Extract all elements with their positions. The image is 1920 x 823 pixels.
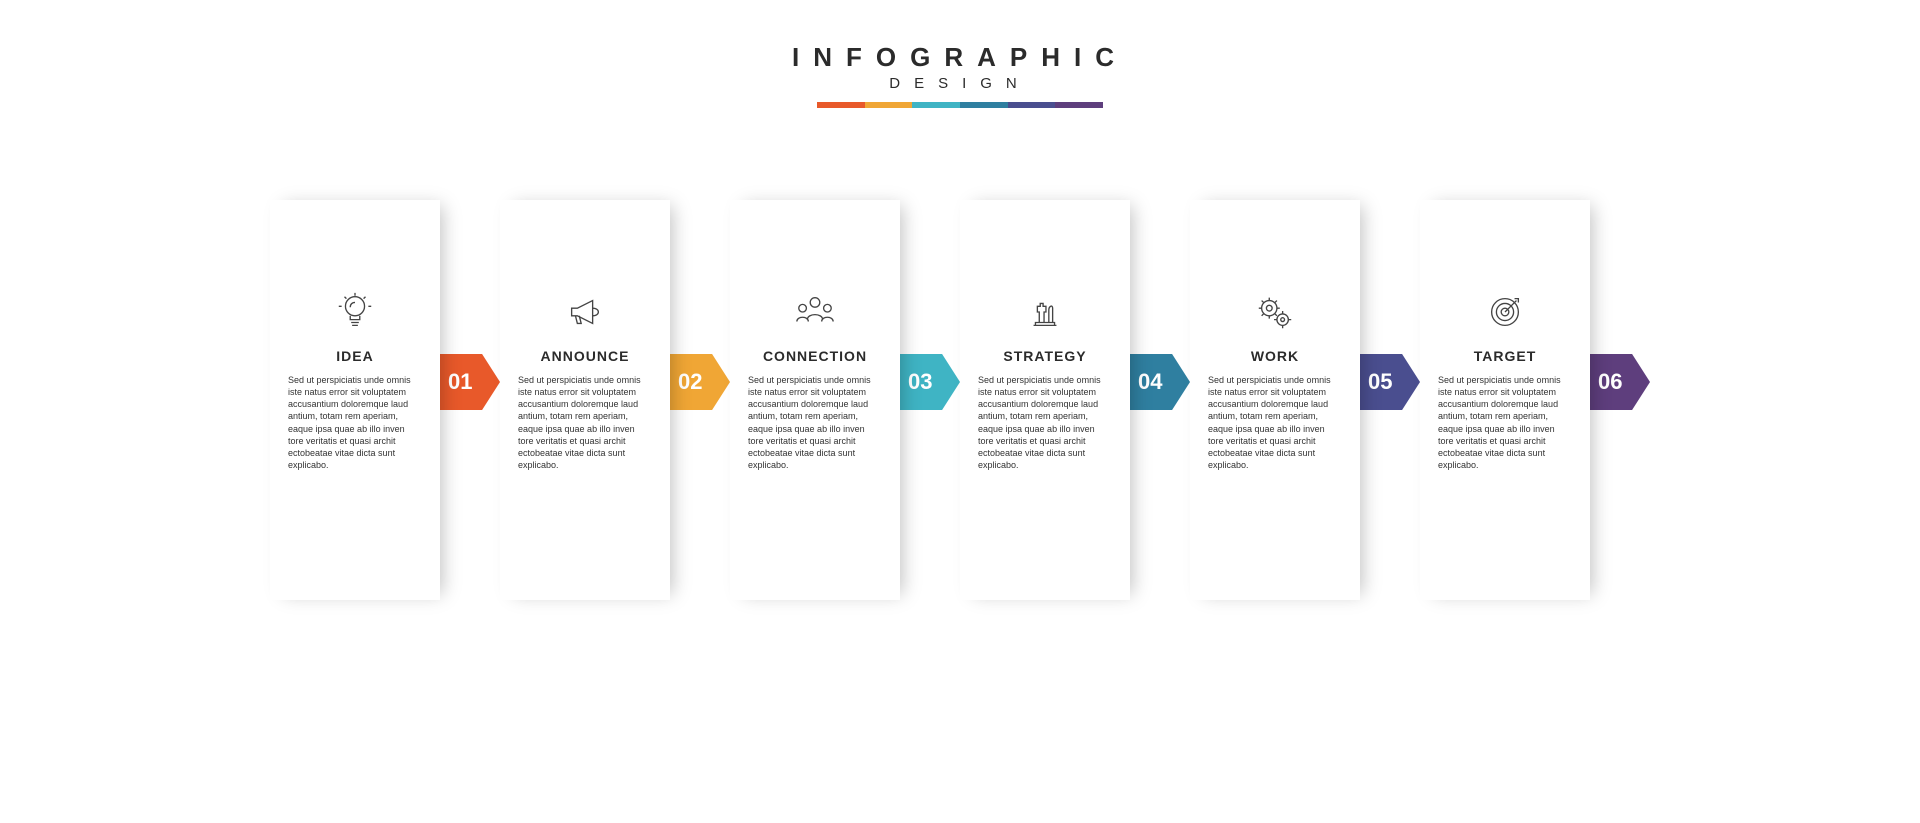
- arrow-shape: 01: [436, 354, 500, 410]
- arrow-slot: 02: [670, 200, 730, 600]
- step-card: STRATEGY Sed ut perspiciatis unde omnis i…: [960, 200, 1130, 600]
- step-title: CONNECTION: [748, 348, 882, 364]
- step-card: CONNECTION Sed ut perspiciatis unde omnis…: [730, 200, 900, 600]
- step-title: STRATEGY: [978, 348, 1112, 364]
- step-arrow: 02: [666, 354, 730, 410]
- step-title: WORK: [1208, 348, 1342, 364]
- chess-icon: [1023, 290, 1067, 334]
- arrow-shape: 03: [896, 354, 960, 410]
- arrow-shape: 06: [1586, 354, 1650, 410]
- lightbulb-icon: [333, 290, 377, 334]
- arrow-shape: 04: [1126, 354, 1190, 410]
- step-number: 02: [678, 369, 702, 395]
- title-sub: DESIGN: [792, 75, 1128, 92]
- step-title: IDEA: [288, 348, 422, 364]
- arrow-slot: 05: [1360, 200, 1420, 600]
- color-bar-seg: [1055, 102, 1103, 108]
- step-body: Sed ut perspiciatis unde omnis iste natu…: [1208, 374, 1342, 471]
- step-body: Sed ut perspiciatis unde omnis iste natu…: [518, 374, 652, 471]
- step-number: 01: [448, 369, 472, 395]
- arrow-slot: 04: [1130, 200, 1190, 600]
- megaphone-icon: [563, 290, 607, 334]
- color-bar-seg: [865, 102, 913, 108]
- step-body: Sed ut perspiciatis unde omnis iste natu…: [288, 374, 422, 471]
- step-body: Sed ut perspiciatis unde omnis iste natu…: [1438, 374, 1572, 471]
- arrow-shape: 02: [666, 354, 730, 410]
- people-icon: [793, 290, 837, 334]
- color-bar-seg: [960, 102, 1008, 108]
- step-title: ANNOUNCE: [518, 348, 652, 364]
- step-number: 06: [1598, 369, 1622, 395]
- step-arrow: 04: [1126, 354, 1190, 410]
- color-bar-seg: [1008, 102, 1056, 108]
- step-arrow: 03: [896, 354, 960, 410]
- color-bar: [817, 102, 1103, 108]
- arrow-slot: 03: [900, 200, 960, 600]
- step-arrow: 06: [1586, 354, 1650, 410]
- color-bar-seg: [912, 102, 960, 108]
- step-body: Sed ut perspiciatis unde omnis iste natu…: [748, 374, 882, 471]
- step-number: 03: [908, 369, 932, 395]
- step-number: 05: [1368, 369, 1392, 395]
- step-title: TARGET: [1438, 348, 1572, 364]
- step-card: ANNOUNCE Sed ut perspiciatis unde omnis i…: [500, 200, 670, 600]
- arrow-shape: 05: [1356, 354, 1420, 410]
- arrow-slot: 06: [1590, 200, 1650, 600]
- header: INFOGRAPHIC DESIGN: [792, 42, 1128, 108]
- arrow-slot: 01: [440, 200, 500, 600]
- steps-row: IDEA Sed ut perspiciatis unde omnis iste …: [270, 200, 1650, 600]
- step-card: TARGET Sed ut perspiciatis unde omnis ist…: [1420, 200, 1590, 600]
- color-bar-seg: [817, 102, 865, 108]
- step-arrow: 05: [1356, 354, 1420, 410]
- title-main: INFOGRAPHIC: [792, 42, 1128, 73]
- step-body: Sed ut perspiciatis unde omnis iste natu…: [978, 374, 1112, 471]
- gears-icon: [1253, 290, 1297, 334]
- target-icon: [1483, 290, 1527, 334]
- step-number: 04: [1138, 369, 1162, 395]
- step-arrow: 01: [436, 354, 500, 410]
- step-card: IDEA Sed ut perspiciatis unde omnis iste …: [270, 200, 440, 600]
- step-card: WORK Sed ut perspiciatis unde omnis iste …: [1190, 200, 1360, 600]
